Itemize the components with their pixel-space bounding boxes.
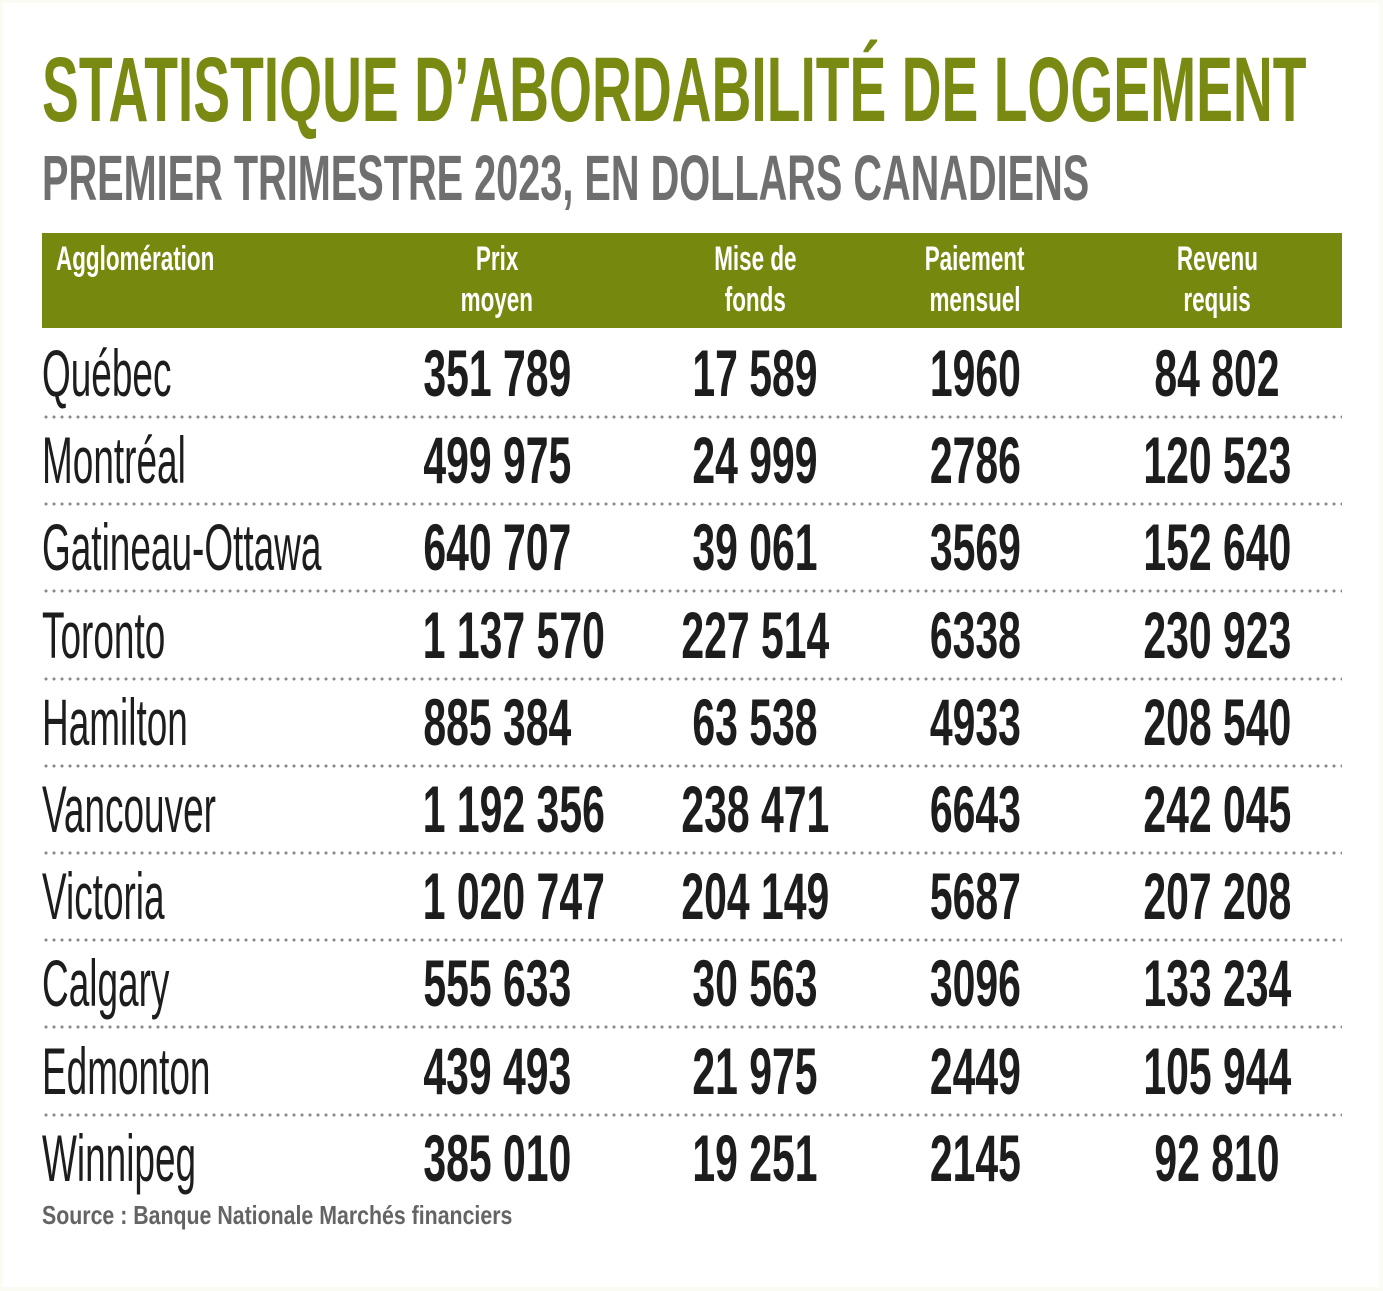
infographic: [3, 3, 1379, 1287]
cell-paiement-mensuel: 3096: [929, 946, 1021, 1021]
column-header-paiement-mensuel: Paiement mensuel: [925, 240, 1025, 319]
table-row: Vancouver 1 192 356 238 471 6643 242 045: [42, 767, 1342, 855]
cell-prix-moyen: 885 384: [423, 684, 571, 759]
cell-agglomeration: Montréal: [42, 423, 186, 498]
row-divider: [42, 851, 1342, 855]
cell-mise-de-fonds: 30 563: [692, 946, 818, 1021]
cell-agglomeration: Gatineau-Ottawa: [42, 510, 322, 585]
cell-prix-moyen: 1 137 570: [422, 597, 605, 672]
cell-agglomeration: Edmonton: [42, 1033, 211, 1108]
table-row: Calgary 555 633 30 563 3096 133 234: [42, 941, 1342, 1030]
cell-agglomeration: Québec: [42, 336, 172, 410]
cell-prix-moyen: 555 633: [423, 946, 571, 1021]
source-note: Source : Banque Nationale Marchés financ…: [42, 1200, 513, 1230]
cell-revenu-requis: 208 540: [1143, 684, 1291, 759]
cell-prix-moyen: 439 493: [423, 1033, 571, 1108]
cell-revenu-requis: 152 640: [1143, 510, 1291, 585]
cell-mise-de-fonds: 39 061: [692, 510, 818, 585]
cell-agglomeration: Toronto: [42, 597, 166, 672]
cell-paiement-mensuel: 6643: [929, 772, 1021, 846]
cell-prix-moyen: 1 020 747: [422, 859, 605, 934]
cell-mise-de-fonds: 19 251: [692, 1120, 818, 1195]
cell-revenu-requis: 230 923: [1143, 597, 1291, 672]
cell-paiement-mensuel: 1960: [929, 336, 1021, 410]
cell-mise-de-fonds: 204 149: [681, 859, 829, 934]
cell-revenu-requis: 120 523: [1143, 423, 1291, 498]
cell-mise-de-fonds: 227 514: [681, 597, 829, 672]
row-divider: [42, 676, 1342, 681]
cell-prix-moyen: 499 975: [423, 423, 571, 498]
cell-paiement-mensuel: 2786: [929, 423, 1021, 498]
page-title: STATISTIQUE D’ABORDABILITÉ DE LOGEMENT: [42, 39, 1307, 141]
cell-paiement-mensuel: 6338: [929, 597, 1021, 672]
table-row: Hamilton 885 384 63 538 4933 208 540: [42, 680, 1342, 768]
table-row: Winnipeg 385 010 19 251 2145 92 810: [42, 1116, 1342, 1204]
cell-revenu-requis: 242 045: [1143, 772, 1291, 846]
table-row: Gatineau-Ottawa 640 707 39 061 3569 152 640: [42, 505, 1342, 594]
cell-prix-moyen: 640 707: [423, 510, 571, 585]
cell-mise-de-fonds: 24 999: [692, 423, 818, 498]
table-row: Québec 351 789 17 589 1960 84 802: [42, 331, 1342, 419]
table-row: Montréal 499 975 24 999 2786 120 523: [42, 418, 1342, 507]
row-divider: [42, 415, 1342, 419]
table-row: Toronto 1 137 570 227 514 6338 230 923: [42, 593, 1342, 681]
cell-paiement-mensuel: 3569: [929, 510, 1021, 585]
row-divider: [42, 502, 1342, 507]
table-header: Agglomération Prix moyen Mise de fonds P…: [42, 233, 1342, 328]
cell-agglomeration: Calgary: [42, 946, 170, 1021]
column-header-revenu-requis: Revenu requis: [1176, 240, 1258, 319]
row-divider: [42, 1025, 1342, 1030]
row-divider: [42, 938, 1342, 943]
cell-mise-de-fonds: 21 975: [692, 1033, 818, 1108]
cell-mise-de-fonds: 17 589: [692, 336, 818, 410]
row-divider: [42, 763, 1342, 768]
cell-prix-moyen: 1 192 356: [422, 772, 605, 846]
cell-agglomeration: Hamilton: [42, 684, 188, 759]
cell-mise-de-fonds: 238 471: [681, 772, 829, 846]
cell-revenu-requis: 84 802: [1154, 336, 1280, 410]
cell-agglomeration: Victoria: [42, 859, 165, 934]
cell-revenu-requis: 207 208: [1143, 859, 1291, 934]
page-subtitle: PREMIER TRIMESTRE 2023, EN DOLLARS CANAD…: [42, 142, 1090, 214]
row-divider: [42, 1112, 1342, 1117]
cell-prix-moyen: 351 789: [423, 336, 571, 410]
cell-revenu-requis: 133 234: [1143, 946, 1291, 1021]
cell-revenu-requis: 92 810: [1154, 1120, 1280, 1195]
row-divider: [42, 589, 1342, 594]
cell-paiement-mensuel: 5687: [929, 859, 1021, 934]
cell-mise-de-fonds: 63 538: [692, 684, 818, 759]
cell-revenu-requis: 105 944: [1143, 1033, 1291, 1108]
cell-paiement-mensuel: 4933: [929, 684, 1021, 759]
table-row: Victoria 1 020 747 204 149 5687 207 208: [42, 854, 1342, 943]
table-row: Edmonton 439 493 21 975 2449 105 944: [42, 1029, 1342, 1117]
column-header-agglomeration: Agglomération: [56, 240, 215, 278]
cell-paiement-mensuel: 2449: [929, 1033, 1021, 1108]
column-header-mise-de-fonds: Mise de fonds: [713, 240, 797, 319]
column-header-prix-moyen: Prix moyen: [460, 240, 534, 319]
cell-agglomeration: Vancouver: [42, 772, 216, 846]
cell-prix-moyen: 385 010: [423, 1120, 571, 1195]
cell-paiement-mensuel: 2145: [929, 1120, 1021, 1195]
cell-agglomeration: Winnipeg: [42, 1120, 197, 1195]
